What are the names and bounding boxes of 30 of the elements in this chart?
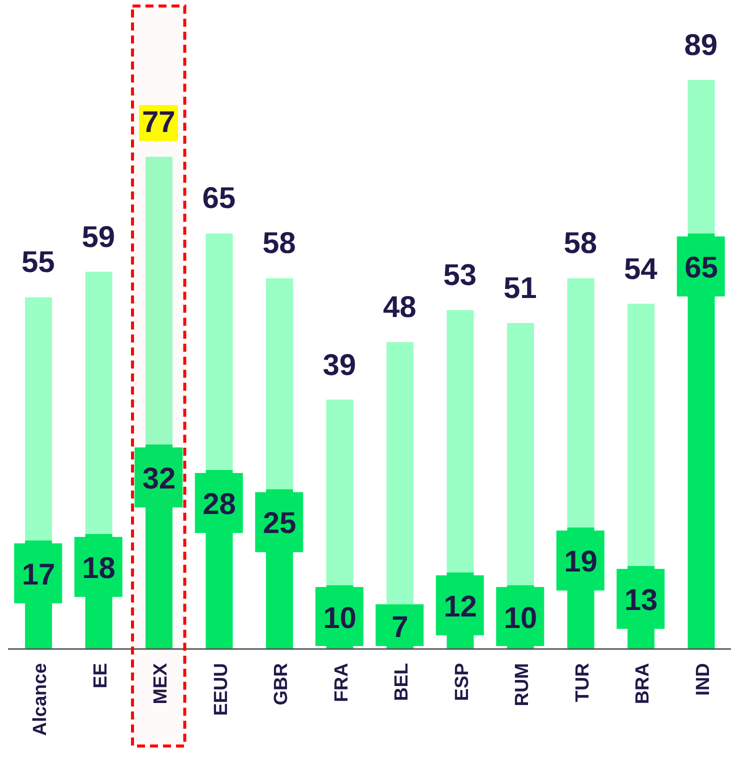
x-tick-label: FRA bbox=[331, 662, 352, 702]
x-tick-label: Alcance bbox=[30, 663, 52, 736]
total-label: 58 bbox=[562, 226, 598, 262]
total-label: 58 bbox=[261, 226, 297, 262]
x-tick-label: RUM bbox=[512, 663, 534, 706]
total-label: 59 bbox=[80, 220, 116, 256]
x-tick-label: GBR bbox=[271, 662, 292, 706]
x-tick-label: EEUU bbox=[210, 663, 232, 716]
data-label: 10 bbox=[323, 602, 356, 635]
data-label: 19 bbox=[564, 546, 598, 579]
total-label: 54 bbox=[622, 252, 658, 288]
x-tick-label: MEX bbox=[150, 662, 172, 704]
data-label: 28 bbox=[202, 488, 236, 521]
total-label: 51 bbox=[502, 270, 538, 307]
data-label: 18 bbox=[82, 552, 116, 585]
total-label: 39 bbox=[322, 348, 358, 384]
total-label: 89 bbox=[683, 28, 719, 64]
data-label: 12 bbox=[444, 590, 477, 624]
text-highlight: 77 bbox=[138, 104, 178, 141]
total-label: 48 bbox=[382, 290, 418, 326]
x-tick-label: TUR bbox=[572, 662, 594, 702]
x-tick-label: EE bbox=[90, 663, 112, 688]
data-label: 65 bbox=[684, 251, 718, 284]
x-tick-label: BEL bbox=[392, 662, 413, 701]
total-label: 65 bbox=[201, 181, 237, 218]
x-tick-label: BRA bbox=[632, 662, 654, 704]
total-label: 55 bbox=[20, 245, 56, 282]
x-tick-label: ESP bbox=[452, 662, 473, 702]
total-label: 53 bbox=[442, 258, 478, 294]
x-tick-label: IND bbox=[692, 663, 714, 696]
